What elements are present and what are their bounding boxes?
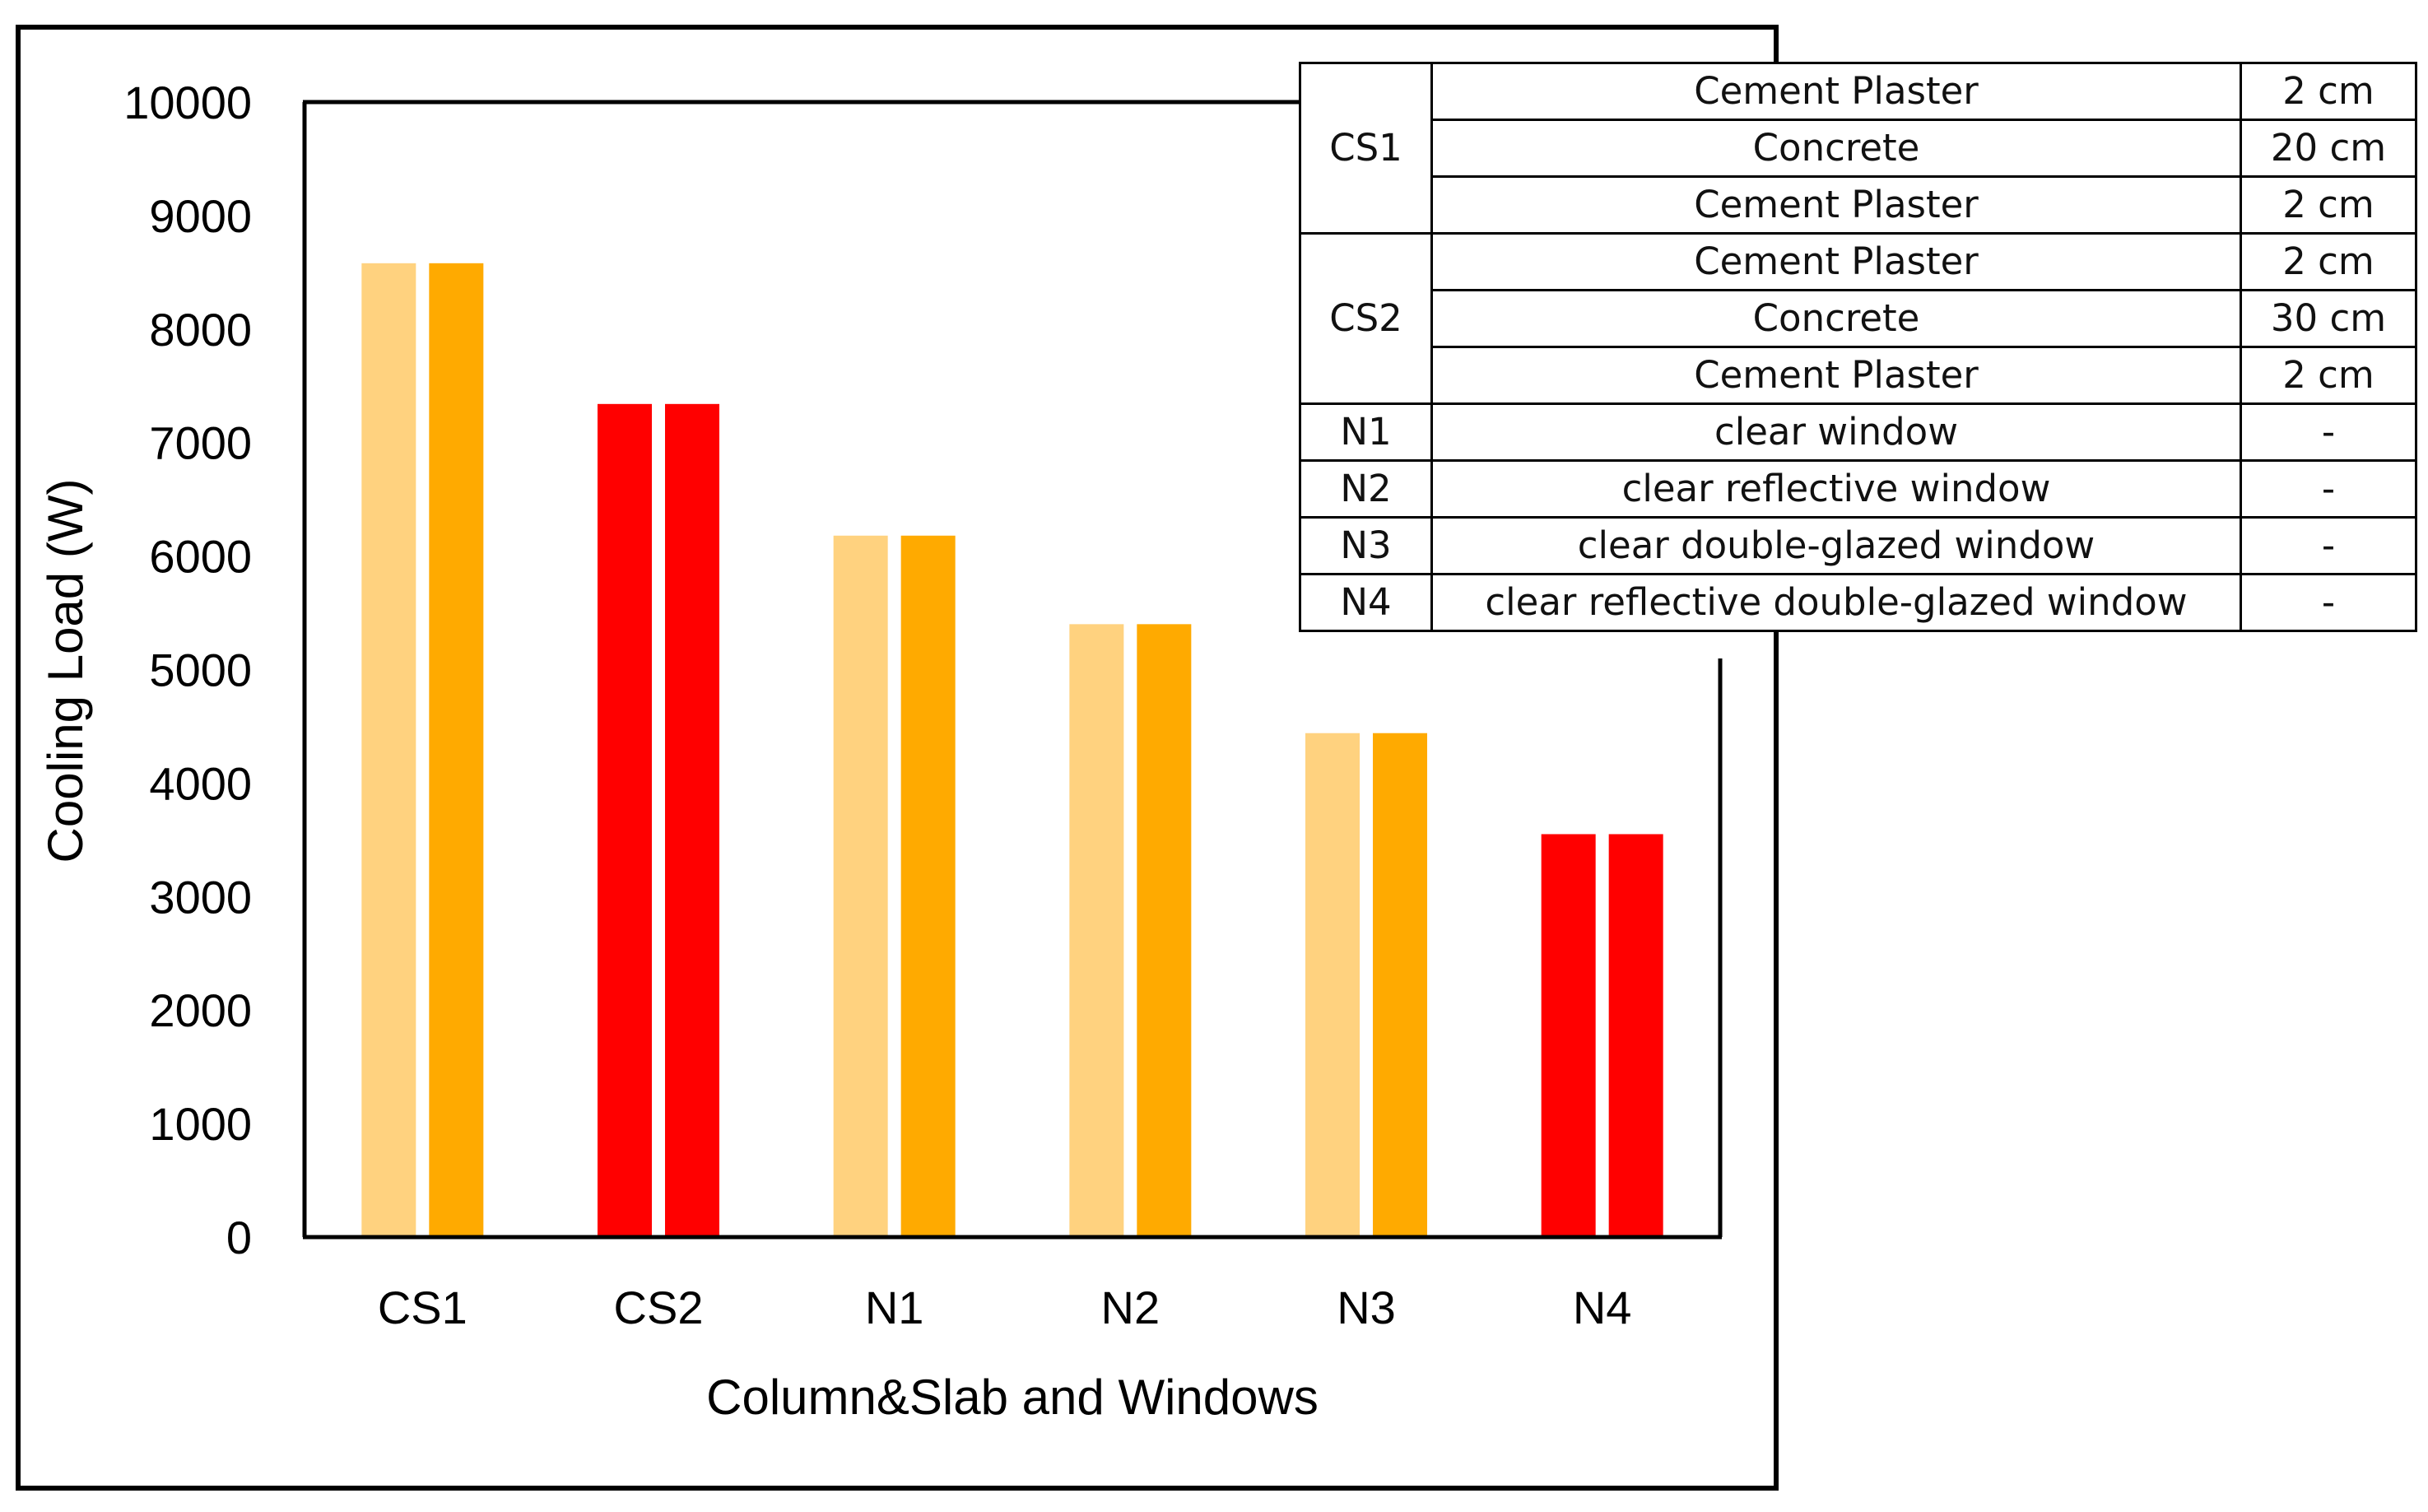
thickness-cell: - bbox=[2240, 516, 2417, 575]
material-cell: Cement Plaster bbox=[1430, 175, 2242, 235]
material-cell: Cement Plaster bbox=[1430, 232, 2242, 291]
figure-frame bbox=[16, 25, 1779, 1491]
bar-n1-1 bbox=[833, 535, 888, 1237]
y-tick-label: 8000 bbox=[149, 304, 252, 356]
assembly-table: CS1 Cement Plaster 2 cm Concrete 20 cm Cement… bbox=[1299, 62, 2417, 632]
assembly-id-cell: CS1 bbox=[1299, 62, 1433, 235]
material-cell: clear window bbox=[1430, 402, 2242, 462]
thickness-cell: 2 cm bbox=[2240, 232, 2417, 291]
y-tick-label: 4000 bbox=[149, 757, 252, 809]
material-cell: Concrete bbox=[1430, 119, 2242, 178]
bar-n3-1 bbox=[1305, 733, 1360, 1237]
bar-cs2-2 bbox=[665, 403, 719, 1238]
assembly-id-cell: N3 bbox=[1299, 516, 1433, 575]
table-row: N4 clear reflective double-glazed window - bbox=[1299, 573, 2417, 632]
y-tick-label: 7000 bbox=[149, 417, 252, 469]
bar-cs1-1 bbox=[361, 263, 416, 1237]
material-cell: Cement Plaster bbox=[1430, 62, 2242, 121]
table-row: CS1 Cement Plaster 2 cm bbox=[1299, 62, 2417, 235]
table-row: N1 clear window - bbox=[1299, 402, 2417, 462]
y-tick-labels: 0 1000 2000 3000 4000 5000 6000 7000 8000 9000 100… bbox=[123, 77, 252, 1263]
x-tick-label: N4 bbox=[1573, 1282, 1632, 1333]
x-tick-label: CS2 bbox=[614, 1282, 704, 1333]
x-tick-labels: CS1 CS2 N1 N2 N3 N4 bbox=[378, 1282, 1632, 1333]
x-tick-label: CS1 bbox=[378, 1282, 467, 1333]
y-tick-label: 10000 bbox=[123, 77, 252, 128]
thickness-cell: - bbox=[2240, 459, 2417, 519]
y-tick-label: 9000 bbox=[149, 190, 252, 242]
table-row: N3 clear double-glazed window - bbox=[1299, 516, 2417, 575]
table-row: N2 clear reflective window - bbox=[1299, 459, 2417, 519]
material-cell: clear reflective window bbox=[1430, 459, 2242, 519]
y-tick-label: 0 bbox=[226, 1212, 252, 1263]
y-tick-label: 2000 bbox=[149, 984, 252, 1036]
x-tick-label: N1 bbox=[865, 1282, 924, 1333]
assembly-id-cell: CS2 bbox=[1299, 232, 1433, 405]
table-row: CS2 Cement Plaster 2 cm bbox=[1299, 232, 2417, 405]
thickness-cell: 30 cm bbox=[2240, 289, 2417, 348]
y-tick-label: 5000 bbox=[149, 644, 252, 696]
bar-group bbox=[361, 263, 1663, 1238]
material-cell: Concrete bbox=[1430, 289, 2242, 348]
table-row: Cement Plaster 2 cm bbox=[1300, 346, 2417, 405]
assembly-id-cell: N2 bbox=[1299, 459, 1433, 519]
bar-n4-2 bbox=[1608, 834, 1663, 1237]
bar-n2-2 bbox=[1137, 624, 1192, 1237]
y-tick-label: 3000 bbox=[149, 871, 252, 923]
thickness-cell: - bbox=[2240, 402, 2417, 462]
thickness-cell: - bbox=[2240, 573, 2417, 632]
table-row: Concrete 20 cm bbox=[1300, 119, 2417, 178]
bar-n3-2 bbox=[1373, 733, 1427, 1237]
y-axis-label: Cooling Load (W) bbox=[38, 479, 93, 863]
table-row: Cement Plaster 2 cm bbox=[1300, 175, 2417, 235]
x-tick-label: N3 bbox=[1337, 1282, 1396, 1333]
table-row: Concrete 30 cm bbox=[1300, 289, 2417, 348]
x-axis-label: Column&Slab and Windows bbox=[706, 1370, 1319, 1425]
x-tick-label: N2 bbox=[1101, 1282, 1161, 1333]
bar-n1-2 bbox=[900, 535, 956, 1237]
bar-cs1-2 bbox=[429, 263, 484, 1237]
material-cell: Cement Plaster bbox=[1430, 346, 2242, 405]
y-tick-label: 1000 bbox=[149, 1098, 252, 1150]
bar-n4-1 bbox=[1541, 834, 1596, 1237]
y-tick-label: 6000 bbox=[149, 531, 252, 583]
bar-cs2-1 bbox=[598, 403, 652, 1238]
bar-n2-1 bbox=[1069, 624, 1124, 1237]
thickness-cell: 2 cm bbox=[2240, 62, 2417, 121]
assembly-id-cell: N4 bbox=[1299, 573, 1433, 632]
material-cell: clear double-glazed window bbox=[1430, 516, 2242, 575]
thickness-cell: 2 cm bbox=[2240, 346, 2417, 405]
assembly-id-cell: N1 bbox=[1299, 402, 1433, 462]
material-cell: clear reflective double-glazed window bbox=[1430, 573, 2242, 632]
thickness-cell: 2 cm bbox=[2240, 175, 2417, 235]
thickness-cell: 20 cm bbox=[2240, 119, 2417, 178]
